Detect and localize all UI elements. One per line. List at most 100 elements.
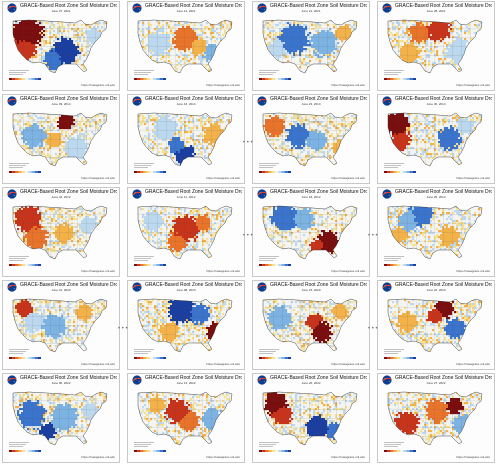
panel-date: June 07, 2021 — [51, 9, 71, 13]
legend-swatch — [12, 171, 16, 173]
legend-swatch — [387, 264, 391, 266]
nasa-logo — [132, 3, 142, 13]
drought-map-panel: GRACE-Based Root Zone Soil Moisture Drou… — [378, 95, 494, 183]
legend-swatch — [262, 264, 266, 266]
legend-swatch — [271, 357, 275, 359]
drought-map-panel: GRACE-Based Root Zone Soil Moisture Drou… — [128, 95, 244, 183]
legend-swatch — [387, 357, 391, 359]
legend-swatch — [262, 171, 266, 173]
legend-swatch — [150, 264, 154, 266]
legend-swatch — [9, 450, 13, 452]
nasa-logo — [7, 189, 17, 199]
nasa-logo — [257, 189, 267, 199]
legend-swatch — [390, 264, 394, 266]
legend-swatch — [28, 78, 32, 80]
legend-swatch — [137, 357, 141, 359]
drought-map-panel: GRACE-Based Root Zone Soil Moisture Drou… — [3, 188, 119, 276]
legend-swatch — [412, 264, 416, 266]
drought-map — [257, 189, 358, 266]
panel-title: GRACE-Based Root Zone Soil Moisture Drou… — [270, 3, 367, 9]
legend-swatch — [393, 78, 397, 80]
nasa-logo — [382, 375, 392, 385]
drought-map — [7, 282, 108, 359]
legend-swatch — [262, 357, 266, 359]
legend-swatch — [284, 264, 288, 266]
panel-url: https://nasagrace.unl.edu — [331, 269, 365, 273]
drought-map-panel: GRACE-Based Root Zone Soil Moisture Drou… — [253, 188, 369, 276]
panel-title: GRACE-Based Root Zone Soil Moisture Drou… — [145, 3, 242, 9]
legend-swatch — [271, 264, 275, 266]
legend-swatch — [15, 78, 19, 80]
legend-color-bar — [134, 70, 166, 80]
panel-title: GRACE-Based Root Zone Soil Moisture Drou… — [270, 96, 367, 102]
legend-swatch — [268, 264, 272, 266]
drought-map-panel: GRACE-Based Root Zone Soil Moisture Drou… — [3, 95, 119, 183]
panel-title: GRACE-Based Root Zone Soil Moisture Drou… — [145, 96, 242, 102]
legend-swatch — [400, 264, 404, 266]
legend-color-bar — [384, 256, 416, 266]
legend-swatch — [140, 171, 144, 173]
legend-swatch — [278, 171, 282, 173]
nasa-logo — [132, 189, 142, 199]
panel-url: https://nasagrace.unl.edu — [456, 455, 490, 459]
nasa-logo — [257, 282, 267, 292]
legend-swatch — [134, 78, 138, 80]
panel-url: https://nasagrace.unl.edu — [81, 83, 115, 87]
legend-swatch — [284, 450, 288, 452]
legend-color-bar — [134, 349, 166, 359]
nasa-logo — [132, 375, 142, 385]
legend-swatch — [262, 78, 266, 80]
legend-swatch — [31, 450, 35, 452]
legend-swatch — [287, 264, 291, 266]
legend-swatch — [137, 450, 141, 452]
legend-swatch — [384, 264, 388, 266]
legend-swatch — [140, 78, 144, 80]
legend-swatch — [143, 171, 147, 173]
panel-title: GRACE-Based Root Zone Soil Moisture Drou… — [20, 375, 117, 381]
legend-swatch — [162, 357, 166, 359]
legend-swatch — [9, 357, 13, 359]
legend-swatch — [406, 357, 410, 359]
legend-swatch — [25, 450, 29, 452]
legend-swatch — [137, 78, 141, 80]
panel-date: June 28, 2021 — [426, 9, 446, 13]
legend-swatch — [387, 171, 391, 173]
legend-swatch — [146, 78, 150, 80]
legend-swatch — [281, 78, 285, 80]
nasa-logo — [257, 375, 267, 385]
drought-map-panel: GRACE-Based Root Zone Soil Moisture Drou… — [128, 374, 244, 462]
legend-swatch — [259, 171, 263, 173]
legend-swatch — [406, 264, 410, 266]
drought-map — [7, 96, 108, 173]
panel-title: GRACE-Based Root Zone Soil Moisture Drou… — [270, 375, 367, 381]
legend-swatch — [162, 171, 166, 173]
panel-title: GRACE-Based Root Zone Soil Moisture Drou… — [20, 96, 117, 102]
legend-swatch — [265, 264, 269, 266]
drought-map — [382, 189, 483, 266]
legend-swatch — [259, 357, 263, 359]
legend-color-bar — [134, 163, 166, 173]
legend-color-bar — [259, 349, 291, 359]
drought-map-panel: GRACE-Based Root Zone Soil Moisture Drou… — [3, 281, 119, 369]
legend-swatch — [153, 78, 157, 80]
panel-date: June 04, 2012 — [51, 195, 71, 199]
nasa-logo — [132, 96, 142, 106]
panel-date: June 25, 2012 — [426, 195, 446, 199]
legend-swatch — [412, 171, 416, 173]
legend-swatch — [400, 171, 404, 173]
panel-url: https://nasagrace.unl.edu — [331, 362, 365, 366]
legend-swatch — [406, 171, 410, 173]
panel-url: https://nasagrace.unl.edu — [206, 176, 240, 180]
legend-swatch — [159, 171, 163, 173]
panel-date: June 30, 2014 — [426, 102, 446, 106]
drought-map-panel: GRACE-Based Root Zone Soil Moisture Drou… — [128, 281, 244, 369]
legend-swatch — [384, 171, 388, 173]
legend-swatch — [268, 357, 272, 359]
legend-swatch — [159, 78, 163, 80]
panel-date: June 16, 2014 — [176, 102, 196, 106]
legend-swatch — [31, 78, 35, 80]
legend-color-bar — [134, 442, 166, 452]
nasa-logo — [7, 282, 17, 292]
legend-swatch — [134, 264, 138, 266]
